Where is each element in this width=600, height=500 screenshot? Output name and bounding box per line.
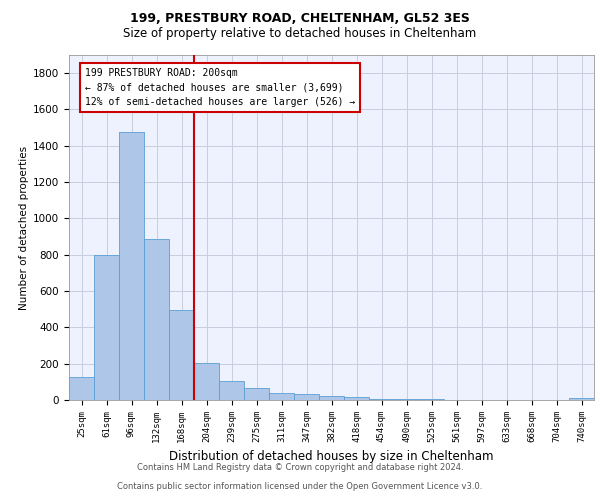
- Bar: [194, 363, 219, 400]
- Bar: [294, 394, 319, 400]
- Bar: [319, 396, 344, 400]
- Text: Size of property relative to detached houses in Cheltenham: Size of property relative to detached ho…: [124, 28, 476, 40]
- Text: Contains HM Land Registry data © Crown copyright and database right 2024.: Contains HM Land Registry data © Crown c…: [137, 464, 463, 472]
- Bar: [144, 240, 169, 400]
- Bar: [69, 378, 94, 400]
- Text: Contains public sector information licensed under the Open Government Licence v3: Contains public sector information licen…: [118, 482, 482, 491]
- Y-axis label: Number of detached properties: Number of detached properties: [19, 146, 29, 310]
- Text: 199 PRESTBURY ROAD: 200sqm
← 87% of detached houses are smaller (3,699)
12% of s: 199 PRESTBURY ROAD: 200sqm ← 87% of deta…: [85, 68, 355, 108]
- Bar: [269, 392, 294, 400]
- Bar: [169, 310, 194, 400]
- Bar: [344, 398, 369, 400]
- Bar: [569, 398, 594, 400]
- Bar: [369, 398, 394, 400]
- Bar: [394, 399, 419, 400]
- X-axis label: Distribution of detached houses by size in Cheltenham: Distribution of detached houses by size …: [169, 450, 494, 464]
- Bar: [244, 388, 269, 400]
- Bar: [119, 132, 144, 400]
- Text: 199, PRESTBURY ROAD, CHELTENHAM, GL52 3ES: 199, PRESTBURY ROAD, CHELTENHAM, GL52 3E…: [130, 12, 470, 26]
- Bar: [94, 254, 119, 400]
- Bar: [219, 381, 244, 400]
